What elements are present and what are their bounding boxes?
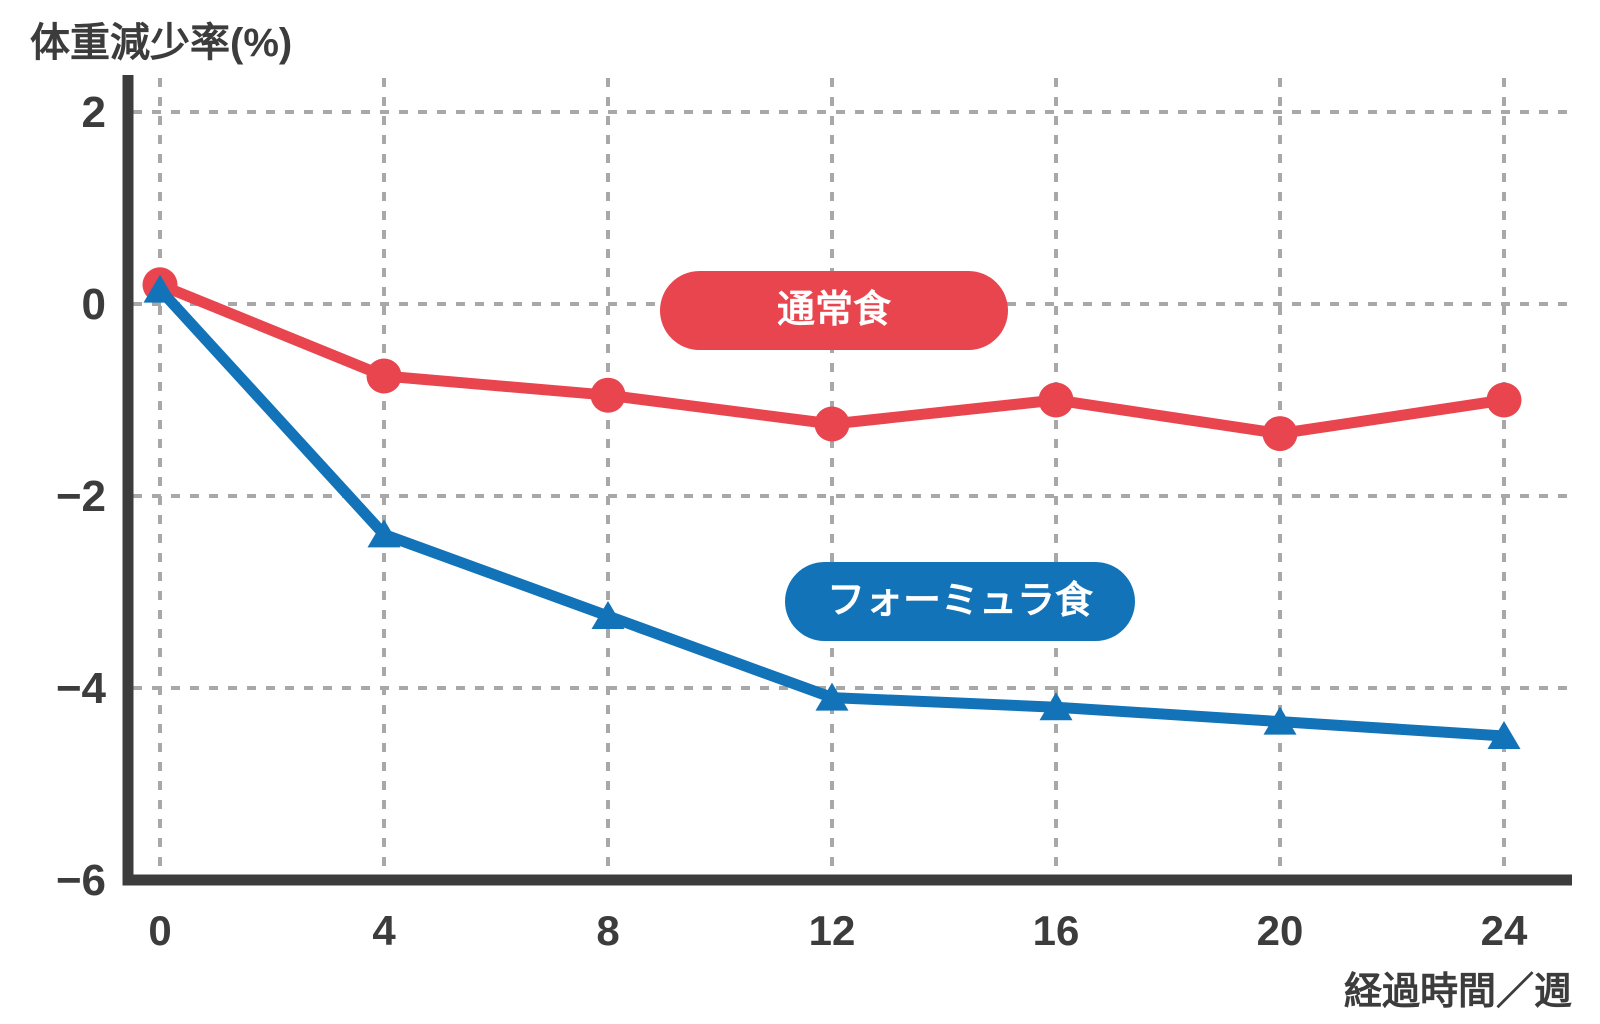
- y-tick-label: −6: [56, 856, 106, 905]
- series-normal-diet-marker: [814, 406, 850, 442]
- x-tick-label: 8: [596, 907, 619, 954]
- series-formula-diet-marker: [1039, 692, 1073, 721]
- series-formula-diet-marker: [1487, 721, 1521, 749]
- x-tick-label: 4: [372, 907, 396, 954]
- x-tick-label: 20: [1257, 907, 1304, 954]
- series-normal-diet-marker: [366, 358, 402, 394]
- series-normal-diet-marker: [1038, 382, 1074, 418]
- series-formula-diet-marker: [815, 682, 849, 711]
- x-tick-label: 12: [809, 907, 856, 954]
- series-normal-diet-marker: [590, 377, 626, 413]
- y-tick-label: −2: [56, 472, 106, 521]
- x-tick-label: 16: [1033, 907, 1080, 954]
- series-formula-diet-marker: [143, 274, 177, 303]
- series-formula-diet-marker: [1263, 706, 1297, 735]
- axis-lines: [122, 75, 1572, 886]
- series-formula-diet-marker: [367, 519, 401, 548]
- x-tick-label: 24: [1481, 907, 1528, 954]
- series-formula-diet-marker: [591, 601, 625, 629]
- y-axis-title: 体重減少率(%): [30, 21, 293, 65]
- series-normal-diet-marker: [1486, 382, 1522, 418]
- series-normal-diet-marker: [1262, 416, 1298, 452]
- legend-formula-diet: フォーミュラ食: [785, 562, 1135, 641]
- legend-normal-diet: 通常食: [660, 271, 1008, 350]
- y-tick-label: 2: [82, 88, 106, 137]
- x-tick-label: 0: [148, 907, 171, 954]
- x-axis-title: 経過時間／週: [1343, 971, 1572, 1013]
- y-tick-label: 0: [82, 280, 106, 329]
- y-tick-label: −4: [56, 664, 107, 713]
